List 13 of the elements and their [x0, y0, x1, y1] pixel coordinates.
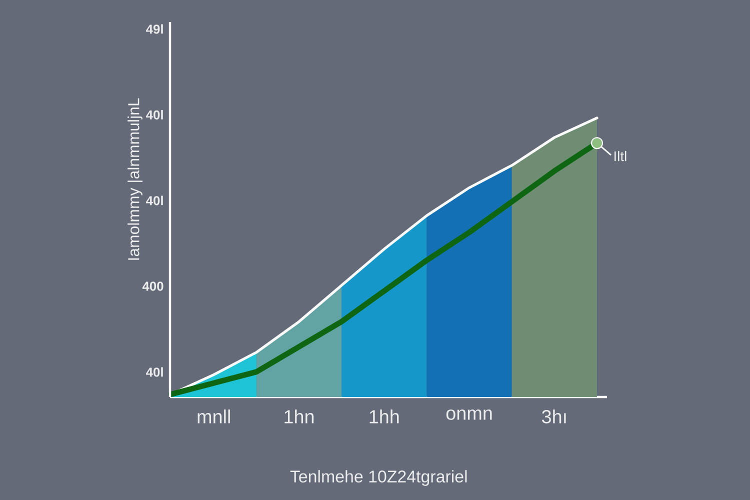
x-tick-label: 1hh: [370, 410, 399, 424]
text: 40l: [146, 110, 163, 120]
x-tick-label: onmn: [446, 410, 492, 420]
text: 400: [142, 282, 164, 291]
text: Iltl: [614, 150, 626, 162]
x-tick-label: mnll: [198, 410, 230, 424]
text: 40l: [146, 367, 163, 377]
x-tick-label: 3hı: [542, 410, 566, 424]
text: 49l: [146, 24, 163, 34]
x-axis-title: Tenlmehe 10Z24tgrariel: [290, 470, 467, 486]
x-tick-label: 1hn: [284, 410, 314, 424]
text: 40l: [146, 196, 163, 206]
y-axis-title: Iamolmmy |alnmmuljnL: [128, 98, 143, 260]
